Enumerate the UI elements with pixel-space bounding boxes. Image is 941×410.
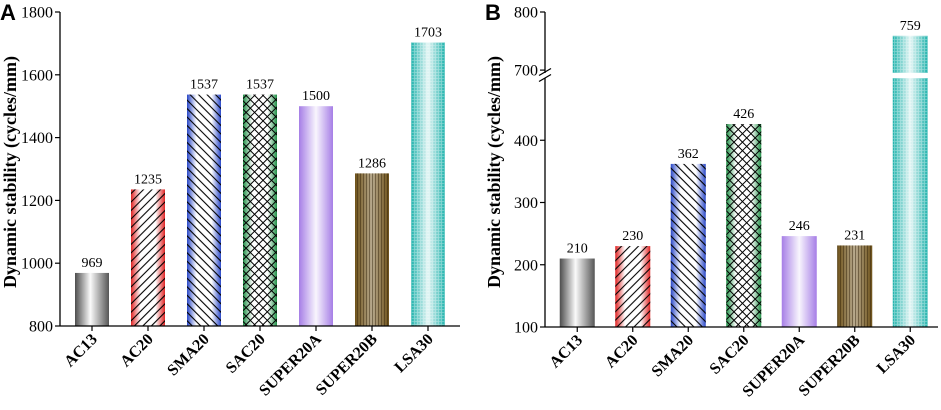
x-tick-label-a-sac20: SAC20 <box>223 331 269 377</box>
bar-fill-pattern <box>726 124 762 327</box>
bar-b-sma20 <box>670 163 706 327</box>
data-label-b-sac20: 426 <box>733 107 754 122</box>
bar-a-sac20 <box>243 94 277 326</box>
bar-fill-upper-pattern <box>892 35 928 73</box>
bar-a-lsa30 <box>411 42 445 326</box>
x-tick-label-a-ac20: AC20 <box>117 331 157 371</box>
data-label-a-sma20: 1537 <box>190 78 218 93</box>
axis-break-line-upper <box>538 67 552 77</box>
bar-fill-pattern <box>837 245 873 327</box>
axis-break-mark-b <box>538 67 552 83</box>
panel-label-b: B <box>485 0 501 25</box>
y-tick-label-b-200: 200 <box>514 257 538 274</box>
bar-b-super20a <box>781 236 817 327</box>
bar-fill-pattern <box>355 173 389 326</box>
bar-fill-pattern <box>615 246 651 327</box>
x-tick-label-b-ac13: AC13 <box>546 332 586 372</box>
y-tick-label-b-800: 800 <box>514 5 538 22</box>
y-axis-title-b: Dynamic stability (cycles/mm) <box>484 56 505 288</box>
y-tick-label-b-400: 400 <box>514 133 538 150</box>
bar-a-ac13 <box>75 272 109 326</box>
y-tick-label-b-700: 700 <box>514 63 538 80</box>
bar-fill <box>299 106 333 326</box>
data-label-a-super20a: 1500 <box>302 89 330 104</box>
bar-b-sac20 <box>726 124 762 327</box>
y-tick-label-a-1200: 1200 <box>21 193 53 210</box>
panel-a-chart: A Dynamic stability (cycles/mm) 969 AC13 1… <box>0 0 460 399</box>
bar-b-ac13 <box>559 258 595 327</box>
data-label-a-super20b: 1286 <box>358 156 386 171</box>
bar-b-ac20 <box>615 246 651 327</box>
x-tick-label-b-sac20: SAC20 <box>707 332 753 378</box>
data-label-b-sma20: 362 <box>678 147 699 162</box>
panel-label-a: A <box>0 0 16 25</box>
y-tick-label-a-800: 800 <box>29 319 53 336</box>
data-label-b-ac13: 210 <box>567 242 588 257</box>
bar-b-super20b <box>837 245 873 327</box>
bar-fill-pattern <box>670 163 706 327</box>
data-label-b-lsa30: 759 <box>900 19 921 34</box>
bar-fill <box>781 236 817 327</box>
bar-a-sma20 <box>187 94 221 326</box>
bar-fill-lower-pattern <box>892 78 928 327</box>
y-tick-label-a-1400: 1400 <box>21 130 53 147</box>
bar-fill-pattern <box>243 94 277 326</box>
bar-fill <box>559 258 595 327</box>
x-tick-label-b-ac20: AC20 <box>602 332 642 372</box>
bar-a-super20a <box>299 106 333 326</box>
bar-fill-pattern <box>411 42 445 326</box>
data-label-a-ac13: 969 <box>82 256 103 271</box>
axis-break-line-lower <box>538 73 552 83</box>
x-tick-label-a-sma20: SMA20 <box>164 331 212 379</box>
bar-fill-pattern <box>131 189 165 326</box>
y-tick-label-a-1000: 1000 <box>21 256 53 273</box>
x-tick-label-a-lsa30: LSA30 <box>391 331 436 376</box>
bar-fill <box>75 272 109 326</box>
bar-fill-pattern <box>187 94 221 326</box>
y-tick-label-a-1800: 1800 <box>21 5 53 22</box>
panel-b-chart: B Dynamic stability (cycles/mm) 210 AC13 2… <box>484 0 938 400</box>
x-tick-label-a-super20b: SUPER20B <box>313 331 381 399</box>
data-label-b-super20b: 231 <box>844 228 865 243</box>
data-label-b-ac20: 230 <box>622 229 643 244</box>
x-tick-label-a-ac13: AC13 <box>61 331 101 371</box>
bar-a-ac20 <box>131 189 165 326</box>
data-label-b-super20a: 246 <box>789 219 810 234</box>
y-tick-label-b-100: 100 <box>514 320 538 337</box>
bar-a-super20b <box>355 173 389 326</box>
y-tick-label-a-1600: 1600 <box>21 67 53 84</box>
x-tick-label-b-lsa30: LSA30 <box>874 332 919 377</box>
y-tick-label-b-300: 300 <box>514 195 538 212</box>
y-axis-title-a: Dynamic stability (cycles/mm) <box>0 56 21 288</box>
bar-b-lsa30 <box>892 35 928 327</box>
data-label-a-sac20: 1537 <box>246 78 274 93</box>
data-label-a-lsa30: 1703 <box>414 25 442 40</box>
data-label-a-ac20: 1235 <box>134 172 162 187</box>
x-tick-label-b-sma20: SMA20 <box>649 332 697 380</box>
